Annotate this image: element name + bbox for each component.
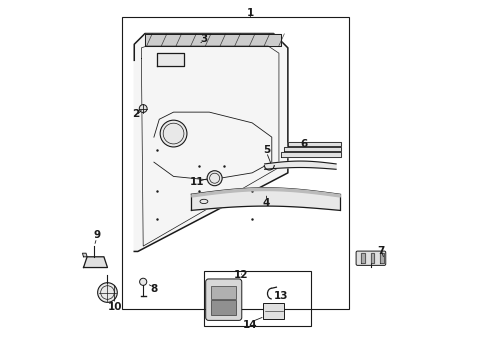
- FancyBboxPatch shape: [356, 251, 386, 265]
- Ellipse shape: [160, 120, 187, 147]
- Polygon shape: [370, 253, 374, 263]
- Polygon shape: [192, 188, 340, 210]
- Polygon shape: [83, 257, 107, 267]
- Ellipse shape: [140, 278, 147, 285]
- Polygon shape: [281, 152, 342, 157]
- Polygon shape: [157, 53, 184, 66]
- Polygon shape: [265, 161, 336, 169]
- Bar: [211, 286, 236, 298]
- Polygon shape: [134, 33, 288, 251]
- Text: 12: 12: [234, 270, 249, 280]
- Text: 5: 5: [263, 145, 270, 155]
- FancyBboxPatch shape: [206, 279, 242, 320]
- Polygon shape: [361, 253, 365, 263]
- Text: 11: 11: [190, 177, 204, 187]
- Bar: [122, 18, 348, 309]
- Text: 10: 10: [107, 302, 122, 312]
- Text: 6: 6: [300, 139, 308, 149]
- Polygon shape: [380, 253, 384, 263]
- Text: 13: 13: [273, 291, 288, 301]
- Text: 14: 14: [243, 320, 258, 330]
- Ellipse shape: [139, 105, 147, 112]
- Text: 4: 4: [263, 198, 270, 208]
- Bar: [211, 300, 236, 315]
- Text: 3: 3: [200, 34, 208, 44]
- Text: 1: 1: [247, 8, 254, 18]
- Ellipse shape: [98, 283, 117, 302]
- Text: 2: 2: [132, 109, 140, 119]
- Text: 8: 8: [150, 284, 157, 294]
- Bar: [263, 303, 284, 319]
- Ellipse shape: [207, 171, 222, 186]
- Bar: [204, 271, 311, 327]
- Text: 9: 9: [93, 230, 100, 240]
- Polygon shape: [82, 253, 87, 257]
- Text: 7: 7: [377, 247, 385, 256]
- Polygon shape: [288, 142, 342, 146]
- Polygon shape: [145, 33, 281, 46]
- Polygon shape: [284, 147, 342, 151]
